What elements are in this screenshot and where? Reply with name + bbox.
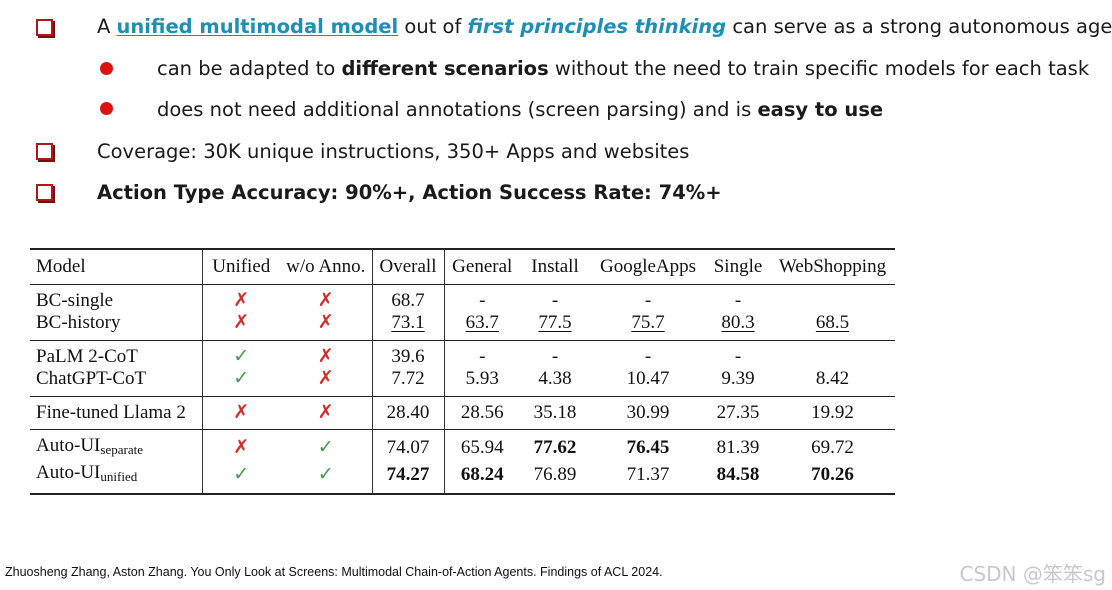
check-icon: ✓ — [233, 368, 250, 389]
table-row: BC-single ✗ ✗ 68.7 - - - - — [30, 284, 895, 312]
bullet-2-text: Coverage: 30K unique instructions, 350+ … — [97, 140, 690, 163]
cross-icon: ✗ — [280, 312, 373, 340]
bullet-1-text: A unified multimodal model out of first … — [97, 15, 1112, 38]
group-cot: PaLM 2-CoT ✓ ✗ 39.6 - - - - ChatGPT-CoT … — [30, 340, 895, 396]
header-googleapps: GoogleApps — [599, 255, 697, 277]
group-auto-ui: Auto-UIseparate ✗ ✓ 74.07 65.94 77.62 76… — [30, 429, 895, 494]
table-row: Auto-UIunified ✓ ✓ 74.27 68.24 76.89 71.… — [30, 461, 895, 494]
header-webshopping: WebShopping — [778, 255, 887, 277]
cross-icon: ✗ — [280, 396, 373, 430]
check-icon: ✓ — [280, 429, 373, 462]
check-icon: ✓ — [233, 345, 250, 367]
bullet-3-text: Action Type Accuracy: 90%+, Action Succe… — [97, 181, 722, 204]
header-general: General — [452, 255, 513, 277]
cross-icon: ✗ — [280, 368, 373, 396]
subbullet-1-text: can be adapted to different scenarios wi… — [157, 57, 1090, 80]
check-icon: ✓ — [233, 463, 250, 485]
cross-icon: ✗ — [280, 340, 373, 368]
results-table: Model Unified w/o Anno. Overall General … — [30, 248, 895, 495]
cross-icon: ✗ — [233, 401, 250, 423]
group-bc: BC-single ✗ ✗ 68.7 - - - - BC-history ✗ … — [30, 284, 895, 340]
cross-icon: ✗ — [280, 284, 373, 312]
check-icon: ✓ — [280, 461, 373, 494]
header-wo-anno: w/o Anno. — [280, 249, 373, 284]
header-model: Model — [30, 249, 203, 284]
header-single: Single — [713, 255, 763, 277]
red-dot-bullet-icon — [100, 102, 113, 115]
cross-icon: ✗ — [233, 312, 250, 333]
checkbox-bullet-icon — [36, 143, 53, 160]
table-row: Fine-tuned Llama 2 ✗ ✗ 28.40 28.56 35.18… — [30, 396, 895, 430]
red-dot-bullet-icon — [100, 62, 113, 75]
table-row: ChatGPT-CoT ✓ ✗ 7.72 5.93 4.38 10.47 9.3… — [30, 368, 895, 396]
citation: Zhuosheng Zhang, Aston Zhang. You Only L… — [5, 565, 663, 579]
header-overall: Overall — [372, 249, 445, 284]
group-llama: Fine-tuned Llama 2 ✗ ✗ 28.40 28.56 35.18… — [30, 396, 895, 430]
table-header-row: Model Unified w/o Anno. Overall General … — [30, 249, 895, 284]
table-row: BC-history ✗ ✗ 73.1 63.7 77.5 75.7 80.3 … — [30, 312, 895, 340]
checkbox-bullet-icon — [36, 184, 53, 201]
table-row: PaLM 2-CoT ✓ ✗ 39.6 - - - - — [30, 340, 895, 368]
cross-icon: ✗ — [233, 437, 250, 458]
highlight-first-principles: first principles thinking — [467, 15, 727, 38]
header-install: Install — [531, 255, 579, 277]
table-row: Auto-UIseparate ✗ ✓ 74.07 65.94 77.62 76… — [30, 429, 895, 462]
subbullet-2-text: does not need additional annotations (sc… — [157, 98, 884, 121]
watermark: CSDN @笨笨sg — [959, 562, 1107, 586]
header-unified: Unified — [212, 255, 271, 277]
highlight-unified-model: unified multimodal model — [116, 15, 399, 38]
cross-icon: ✗ — [233, 289, 250, 311]
checkbox-bullet-icon — [36, 19, 53, 36]
